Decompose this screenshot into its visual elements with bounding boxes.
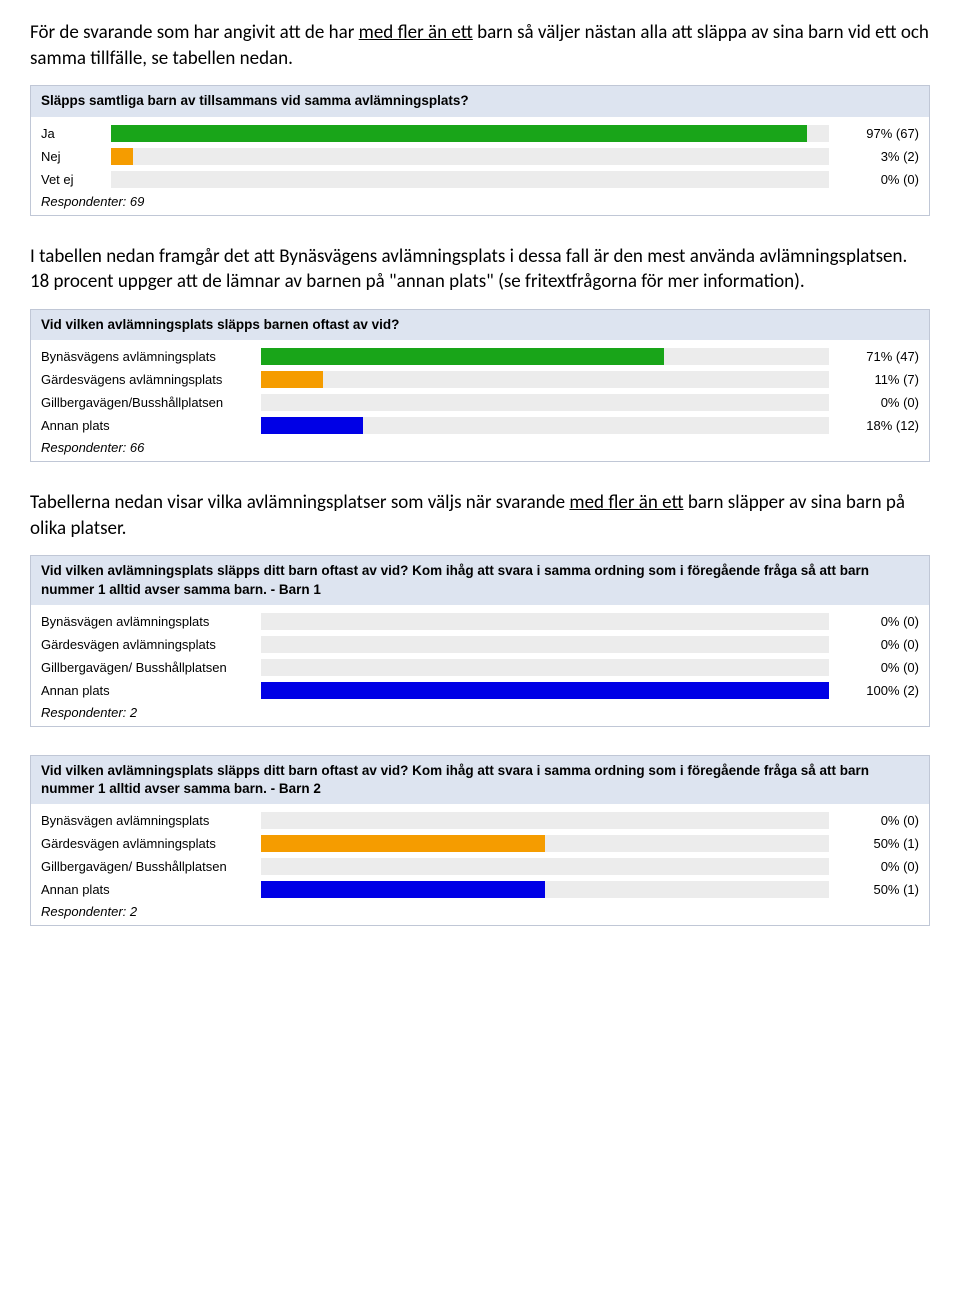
row-label: Nej bbox=[41, 149, 111, 164]
row-value: 50% (1) bbox=[839, 882, 919, 897]
bar-fill bbox=[111, 148, 133, 165]
row-value: 0% (0) bbox=[839, 395, 919, 410]
chart-body: Bynäsvägen avlämningsplats 0% (0) Gärdes… bbox=[31, 804, 929, 925]
bar-track bbox=[261, 812, 829, 829]
chart-box-4: Vid vilken avlämningsplats släpps ditt b… bbox=[30, 755, 930, 926]
bar-track bbox=[261, 881, 829, 898]
chart-row: Gärdesvägen avlämningsplats 0% (0) bbox=[41, 636, 919, 653]
chart-title: Vid vilken avlämningsplats släpps ditt b… bbox=[31, 756, 929, 804]
row-value: 11% (7) bbox=[839, 372, 919, 387]
row-label: Bynäsvägens avlämningsplats bbox=[41, 349, 261, 364]
bar-track bbox=[261, 394, 829, 411]
chart-box-1: Släpps samtliga barn av tillsammans vid … bbox=[30, 85, 930, 215]
row-label: Bynäsvägen avlämningsplats bbox=[41, 614, 261, 629]
bar-track bbox=[111, 171, 829, 188]
chart-row: Vet ej 0% (0) bbox=[41, 171, 919, 188]
row-label: Gillbergavägen/ Busshållplatsen bbox=[41, 859, 261, 874]
bar-track bbox=[261, 348, 829, 365]
respondents: Respondenter: 2 bbox=[41, 705, 919, 720]
row-value: 50% (1) bbox=[839, 836, 919, 851]
intro-paragraph-1: För de svarande som har angivit att de h… bbox=[30, 20, 930, 71]
chart-row: Bynäsvägen avlämningsplats 0% (0) bbox=[41, 812, 919, 829]
row-label: Gärdesvägen avlämningsplats bbox=[41, 836, 261, 851]
chart-body: Ja 97% (67) Nej 3% (2) Vet ej 0% (0) Res… bbox=[31, 117, 929, 215]
respondents: Respondenter: 66 bbox=[41, 440, 919, 455]
chart-row: Bynäsvägen avlämningsplats 0% (0) bbox=[41, 613, 919, 630]
row-label: Gärdesvägens avlämningsplats bbox=[41, 372, 261, 387]
row-value: 0% (0) bbox=[839, 859, 919, 874]
p3-underline: med fler än ett bbox=[569, 491, 683, 514]
respondents: Respondenter: 69 bbox=[41, 194, 919, 209]
row-label: Gillbergavägen/ Busshållplatsen bbox=[41, 660, 261, 675]
p1-underline: med fler än ett bbox=[359, 21, 473, 44]
row-value: 100% (2) bbox=[839, 683, 919, 698]
row-value: 0% (0) bbox=[839, 660, 919, 675]
intro-paragraph-2: I tabellen nedan framgår det att Bynäsvä… bbox=[30, 244, 930, 295]
chart-box-3: Vid vilken avlämningsplats släpps ditt b… bbox=[30, 555, 930, 726]
chart-row: Annan plats 18% (12) bbox=[41, 417, 919, 434]
bar-fill bbox=[261, 371, 323, 388]
row-value: 71% (47) bbox=[839, 349, 919, 364]
chart-title: Släpps samtliga barn av tillsammans vid … bbox=[31, 86, 929, 116]
chart-box-2: Vid vilken avlämningsplats släpps barnen… bbox=[30, 309, 930, 462]
chart-row: Gillbergavägen/ Busshållplatsen 0% (0) bbox=[41, 858, 919, 875]
bar-track bbox=[261, 417, 829, 434]
bar-track bbox=[111, 125, 829, 142]
row-label: Annan plats bbox=[41, 882, 261, 897]
chart-row: Ja 97% (67) bbox=[41, 125, 919, 142]
row-value: 0% (0) bbox=[839, 813, 919, 828]
chart-title: Vid vilken avlämningsplats släpps ditt b… bbox=[31, 556, 929, 604]
row-value: 3% (2) bbox=[839, 149, 919, 164]
bar-track bbox=[261, 659, 829, 676]
row-label: Annan plats bbox=[41, 418, 261, 433]
chart-row: Gillbergavägen/Busshållplatsen 0% (0) bbox=[41, 394, 919, 411]
bar-fill bbox=[261, 835, 545, 852]
row-label: Bynäsvägen avlämningsplats bbox=[41, 813, 261, 828]
chart-body: Bynäsvägen avlämningsplats 0% (0) Gärdes… bbox=[31, 605, 929, 726]
bar-fill bbox=[261, 682, 829, 699]
row-value: 0% (0) bbox=[839, 614, 919, 629]
chart-row: Gärdesvägens avlämningsplats 11% (7) bbox=[41, 371, 919, 388]
intro-paragraph-3: Tabellerna nedan visar vilka avlämningsp… bbox=[30, 490, 930, 541]
chart-title: Vid vilken avlämningsplats släpps barnen… bbox=[31, 310, 929, 340]
bar-track bbox=[261, 613, 829, 630]
row-label: Annan plats bbox=[41, 683, 261, 698]
p3-pre: Tabellerna nedan visar vilka avlämningsp… bbox=[30, 491, 569, 514]
chart-body: Bynäsvägens avlämningsplats 71% (47) Gär… bbox=[31, 340, 929, 461]
row-value: 18% (12) bbox=[839, 418, 919, 433]
respondents: Respondenter: 2 bbox=[41, 904, 919, 919]
row-label: Gärdesvägen avlämningsplats bbox=[41, 637, 261, 652]
bar-track bbox=[111, 148, 829, 165]
row-label: Ja bbox=[41, 126, 111, 141]
bar-fill bbox=[261, 348, 664, 365]
bar-track bbox=[261, 858, 829, 875]
bar-track bbox=[261, 682, 829, 699]
bar-track bbox=[261, 636, 829, 653]
chart-row: Annan plats 100% (2) bbox=[41, 682, 919, 699]
row-value: 97% (67) bbox=[839, 126, 919, 141]
chart-row: Nej 3% (2) bbox=[41, 148, 919, 165]
p1-pre: För de svarande som har angivit att de h… bbox=[30, 21, 359, 44]
row-value: 0% (0) bbox=[839, 637, 919, 652]
bar-track bbox=[261, 835, 829, 852]
bar-track bbox=[261, 371, 829, 388]
row-label: Gillbergavägen/Busshållplatsen bbox=[41, 395, 261, 410]
chart-row: Bynäsvägens avlämningsplats 71% (47) bbox=[41, 348, 919, 365]
row-value: 0% (0) bbox=[839, 172, 919, 187]
row-label: Vet ej bbox=[41, 172, 111, 187]
chart-row: Gillbergavägen/ Busshållplatsen 0% (0) bbox=[41, 659, 919, 676]
chart-row: Annan plats 50% (1) bbox=[41, 881, 919, 898]
bar-fill bbox=[261, 417, 363, 434]
bar-fill bbox=[261, 881, 545, 898]
chart-row: Gärdesvägen avlämningsplats 50% (1) bbox=[41, 835, 919, 852]
bar-fill bbox=[111, 125, 807, 142]
